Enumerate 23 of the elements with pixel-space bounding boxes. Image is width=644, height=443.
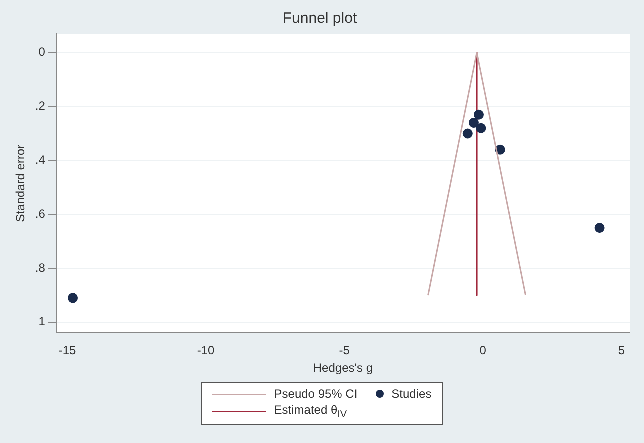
- x-tick-label: -15: [58, 344, 76, 358]
- x-tick-label: 5: [618, 344, 626, 358]
- x-tick-label: -10: [197, 344, 216, 358]
- y-tick-label: .4: [35, 153, 46, 167]
- legend-label: Pseudo 95% CI: [274, 387, 358, 401]
- y-tick-label: .2: [35, 99, 46, 114]
- point: [468, 118, 479, 128]
- x-axis-title: Hedges's g: [313, 361, 374, 376]
- x-tick-label: -5: [339, 344, 350, 358]
- legend-label: Studies: [392, 387, 432, 401]
- chart-title: Funnel plot: [282, 10, 358, 28]
- x-tick-label: 0: [480, 344, 487, 358]
- y-tick-label: 1: [38, 314, 46, 329]
- point: [476, 123, 486, 134]
- point: [594, 223, 605, 234]
- point: [462, 128, 473, 139]
- y-tick-label: .6: [35, 206, 46, 221]
- point: [68, 293, 78, 304]
- y-axis-title: Standard error: [14, 144, 28, 222]
- y-tick-label: 0: [38, 45, 46, 60]
- point: [474, 110, 484, 120]
- y-tick-label: .8: [35, 260, 46, 275]
- legend-label: Estimated θ$_{IV}$: [274, 403, 348, 420]
